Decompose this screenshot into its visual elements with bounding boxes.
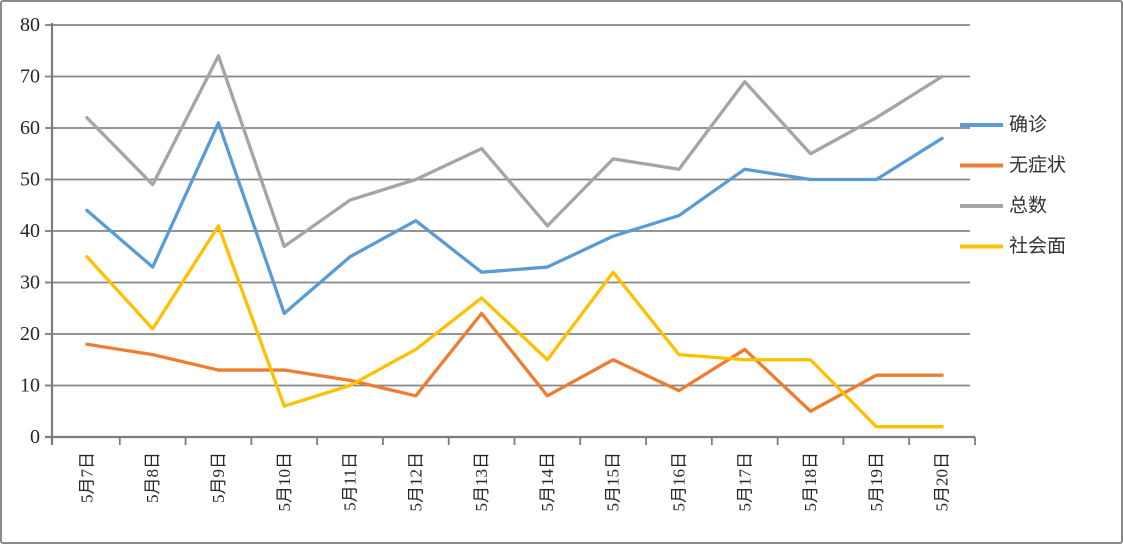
series-line-2	[85, 54, 944, 249]
x-tick-label: 5月15日	[604, 452, 623, 512]
series-line-1	[85, 311, 944, 413]
series-line-0	[85, 121, 944, 316]
y-tick-label: 70	[20, 66, 40, 88]
y-tick-label: 60	[20, 117, 40, 139]
legend-label-0: 确诊	[1009, 114, 1047, 136]
y-tick-label: 30	[20, 272, 40, 294]
y-tick-label: 0	[30, 426, 40, 448]
x-tick-label: 5月19日	[867, 452, 886, 512]
y-tick-label: 40	[20, 220, 40, 242]
x-tick-label: 5月13日	[472, 452, 491, 512]
y-tick-label: 10	[20, 375, 40, 397]
legend-label-2: 总数	[1009, 195, 1047, 217]
x-tick-label: 5月20日	[933, 452, 952, 512]
x-tick-label: 5月18日	[801, 452, 820, 512]
x-tick-label: 5月17日	[735, 452, 754, 512]
x-tick-label: 5月16日	[669, 452, 688, 512]
x-tick-label: 5月8日	[143, 452, 162, 503]
legend-item-2: 总数	[960, 195, 1047, 217]
legend-label-3: 社会面	[1009, 235, 1066, 257]
y-tick-label: 50	[20, 169, 40, 191]
series-line-3	[85, 224, 944, 429]
x-tick-label: 5月14日	[538, 452, 557, 512]
y-tick-label: 20	[20, 323, 40, 345]
x-tick-label: 5月11日	[341, 452, 360, 511]
x-tick-label: 5月7日	[77, 452, 96, 503]
y-tick-label: 80	[20, 14, 40, 36]
x-tick-label: 5月9日	[209, 452, 228, 503]
legend-label-1: 无症状	[1009, 154, 1066, 176]
legend-item-0: 确诊	[960, 114, 1047, 136]
legend-item-1: 无症状	[960, 154, 1066, 176]
legend-item-3: 社会面	[960, 235, 1066, 257]
x-tick-label: 5月12日	[406, 452, 425, 512]
x-tick-label: 5月10日	[275, 452, 294, 512]
